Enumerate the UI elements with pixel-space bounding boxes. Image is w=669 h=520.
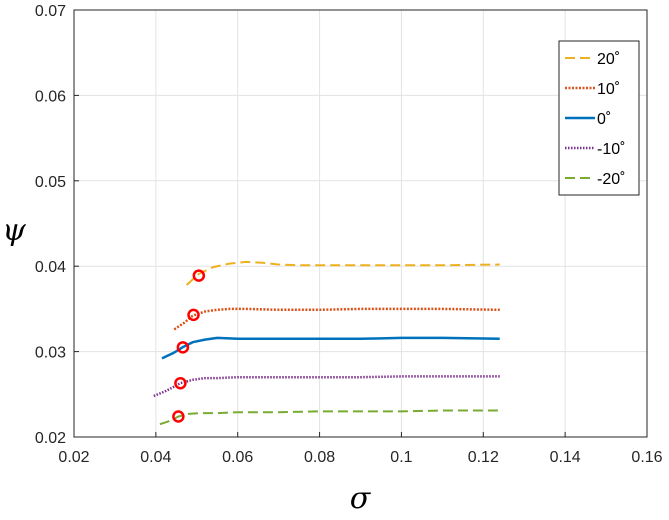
x-tick-label: 0.14 — [550, 449, 581, 466]
y-tick-label: 0.02 — [35, 430, 66, 447]
series-line-0 — [185, 260, 500, 286]
legend-label-4: -20˚ — [597, 171, 625, 188]
series-line-2 — [161, 336, 500, 360]
x-tick-label: 0.04 — [140, 449, 171, 466]
y-axis: 0.02 0.03 0.04 0.05 0.06 0.07 — [35, 3, 79, 447]
x-tick-label: 0.16 — [631, 449, 662, 466]
x-tick-label: 0.12 — [468, 449, 499, 466]
x-tick-label: 0.06 — [222, 449, 253, 466]
marker-circle-0 — [192, 269, 206, 282]
marker-circle-3 — [174, 376, 187, 390]
legend-label-0: 20˚ — [597, 51, 620, 68]
x-axis-label: σ — [350, 481, 372, 516]
legend-label-1: 10˚ — [597, 81, 620, 98]
y-tick-label: 0.05 — [35, 174, 66, 191]
x-axis: 0.02 0.04 0.06 0.08 0.1 0.12 0.14 0.16 — [58, 432, 663, 466]
marker-circle-1 — [187, 308, 200, 322]
series-layer — [153, 260, 500, 426]
y-tick-label: 0.03 — [35, 345, 66, 362]
y-tick-label: 0.06 — [35, 88, 66, 105]
marker-layer — [172, 269, 206, 423]
x-tick-label: 0.08 — [304, 449, 335, 466]
y-axis-label: ψ — [2, 213, 26, 248]
plot-area — [74, 10, 647, 437]
series-line-3 — [153, 375, 500, 398]
y-tick-label: 0.07 — [35, 3, 66, 20]
y-tick-label: 0.04 — [35, 259, 66, 276]
marker-circle-2 — [176, 341, 190, 354]
legend-label-3: -10˚ — [597, 141, 625, 158]
legend-label-2: 0˚ — [597, 111, 611, 128]
marker-circle-4 — [172, 410, 185, 423]
x-tick-label: 0.02 — [58, 449, 89, 466]
legend: 20˚ 10˚ 0˚ -10˚ -20˚ — [558, 40, 640, 196]
series-line-4 — [159, 409, 500, 426]
x-tick-label: 0.1 — [390, 449, 412, 466]
plot-frame — [73, 9, 648, 438]
series-line-1 — [173, 307, 500, 331]
